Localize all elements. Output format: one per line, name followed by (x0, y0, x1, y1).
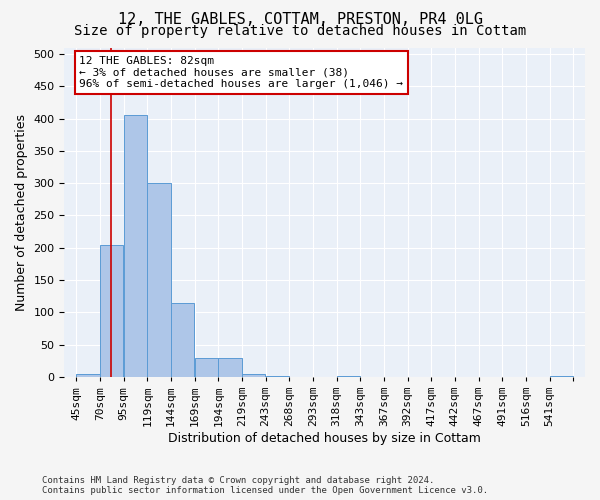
Bar (266, 376, 289, 377)
Text: 12, THE GABLES, COTTAM, PRESTON, PR4 0LG: 12, THE GABLES, COTTAM, PRESTON, PR4 0LG (118, 12, 482, 28)
Bar (550, 376, 573, 377)
Bar (171, 302, 194, 377)
Bar (218, 358, 242, 377)
Bar (242, 374, 265, 377)
X-axis label: Distribution of detached houses by size in Cottam: Distribution of detached houses by size … (168, 432, 481, 445)
Bar (337, 376, 360, 377)
Bar (124, 116, 147, 377)
Bar (76, 374, 100, 377)
Bar (148, 183, 170, 377)
Text: Size of property relative to detached houses in Cottam: Size of property relative to detached ho… (74, 24, 526, 38)
Bar (195, 358, 218, 377)
Bar (100, 244, 124, 377)
Y-axis label: Number of detached properties: Number of detached properties (15, 114, 28, 310)
Text: Contains HM Land Registry data © Crown copyright and database right 2024.
Contai: Contains HM Land Registry data © Crown c… (42, 476, 488, 495)
Text: 12 THE GABLES: 82sqm
← 3% of detached houses are smaller (38)
96% of semi-detach: 12 THE GABLES: 82sqm ← 3% of detached ho… (79, 56, 403, 89)
